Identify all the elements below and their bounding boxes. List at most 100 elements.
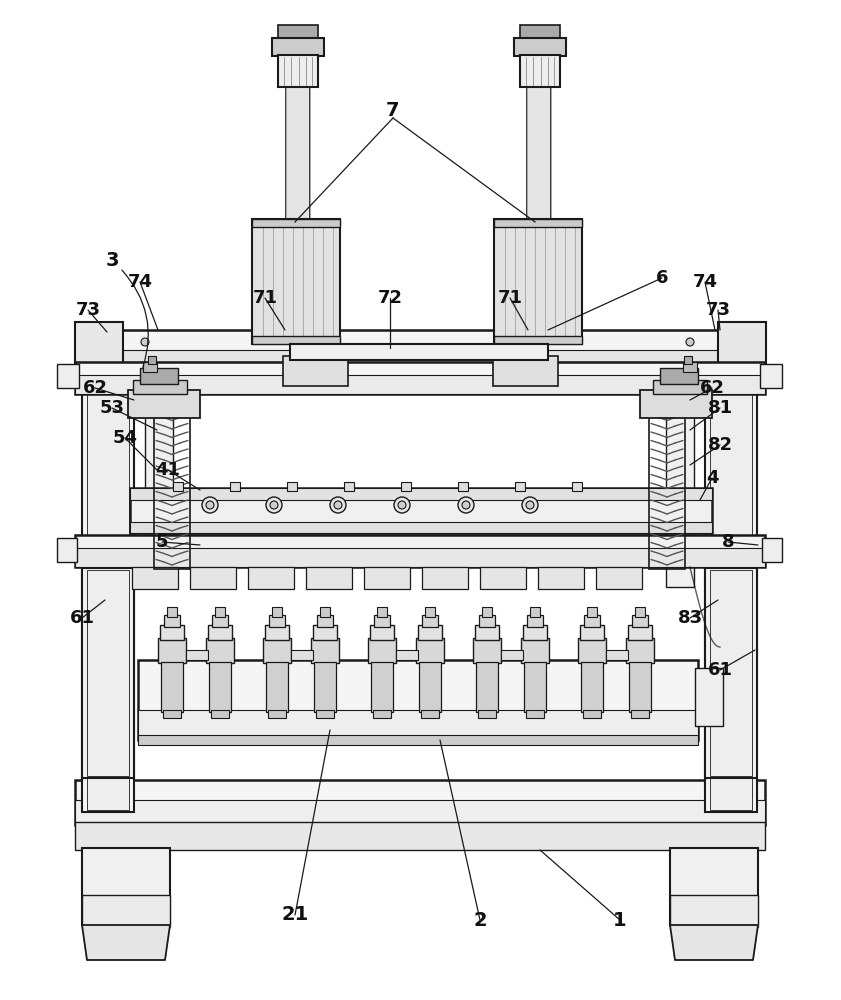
Bar [130,488,712,533]
Bar [132,567,178,589]
Bar [718,322,766,370]
Bar [130,488,712,500]
Bar [278,25,318,39]
Bar [631,710,649,718]
Text: 7: 7 [386,101,399,119]
Bar [206,638,234,663]
Bar [138,710,698,740]
Bar [524,662,546,712]
Bar [660,368,698,384]
Bar [82,895,170,927]
Bar [515,482,525,491]
Bar [82,568,134,778]
Polygon shape [82,925,170,960]
Text: 82: 82 [707,436,733,454]
Circle shape [398,501,406,509]
Bar [478,710,496,718]
Circle shape [270,501,278,509]
Text: 53: 53 [99,399,124,417]
Bar [373,710,391,718]
Bar [640,390,712,418]
Bar [75,350,765,362]
Bar [215,607,225,617]
Bar [422,567,468,589]
Bar [523,625,547,640]
Bar [265,625,289,640]
Bar [316,710,334,718]
Text: 6: 6 [656,269,669,287]
Bar [306,567,352,589]
Bar [501,650,523,660]
Bar [75,322,123,370]
Bar [416,638,444,663]
Bar [138,735,698,745]
Bar [530,607,540,617]
Text: 61: 61 [70,609,94,627]
Bar [272,38,324,56]
Bar [128,390,200,418]
Bar [396,650,418,660]
Bar [606,650,628,660]
Bar [173,482,183,491]
Text: 1: 1 [613,910,627,930]
Bar [283,356,348,386]
Text: 8: 8 [722,533,734,551]
Bar [75,800,765,825]
Bar [314,662,336,712]
Bar [626,638,654,663]
Text: 74: 74 [128,273,152,291]
Bar [425,607,435,617]
Bar [520,25,560,39]
Bar [148,356,156,364]
Bar [629,662,651,712]
Text: 62: 62 [700,379,724,397]
Bar [635,607,645,617]
Bar [583,710,601,718]
Text: 3: 3 [105,250,119,269]
Bar [710,570,752,776]
Text: 4: 4 [706,469,718,487]
Bar [291,650,313,660]
Circle shape [206,501,214,509]
Text: 62: 62 [82,379,108,397]
Bar [252,219,340,227]
Bar [628,625,652,640]
Bar [317,615,333,627]
Bar [494,219,582,227]
Bar [158,638,186,663]
Bar [57,364,79,388]
Circle shape [330,497,346,513]
Circle shape [686,338,694,346]
Bar [538,567,584,589]
Bar [482,607,492,617]
Bar [87,570,129,776]
Circle shape [266,497,282,513]
Bar [710,364,752,810]
Bar [75,330,765,362]
Bar [230,482,240,491]
Circle shape [522,497,538,513]
Circle shape [394,497,410,513]
Bar [401,482,411,491]
Bar [670,895,758,927]
Circle shape [141,338,149,346]
Text: 71: 71 [252,289,278,307]
Bar [632,615,648,627]
Bar [57,538,77,562]
Text: 72: 72 [378,289,403,307]
Bar [190,567,236,589]
Bar [494,336,582,344]
Bar [75,535,765,567]
Bar [587,607,597,617]
Text: 2: 2 [473,910,487,930]
Text: 5: 5 [156,533,168,551]
Bar [75,375,765,394]
Circle shape [462,501,470,509]
Bar [475,625,499,640]
Bar [473,638,501,663]
Circle shape [334,501,342,509]
Bar [186,650,208,660]
Bar [421,710,439,718]
Bar [252,336,340,344]
Bar [572,482,582,491]
